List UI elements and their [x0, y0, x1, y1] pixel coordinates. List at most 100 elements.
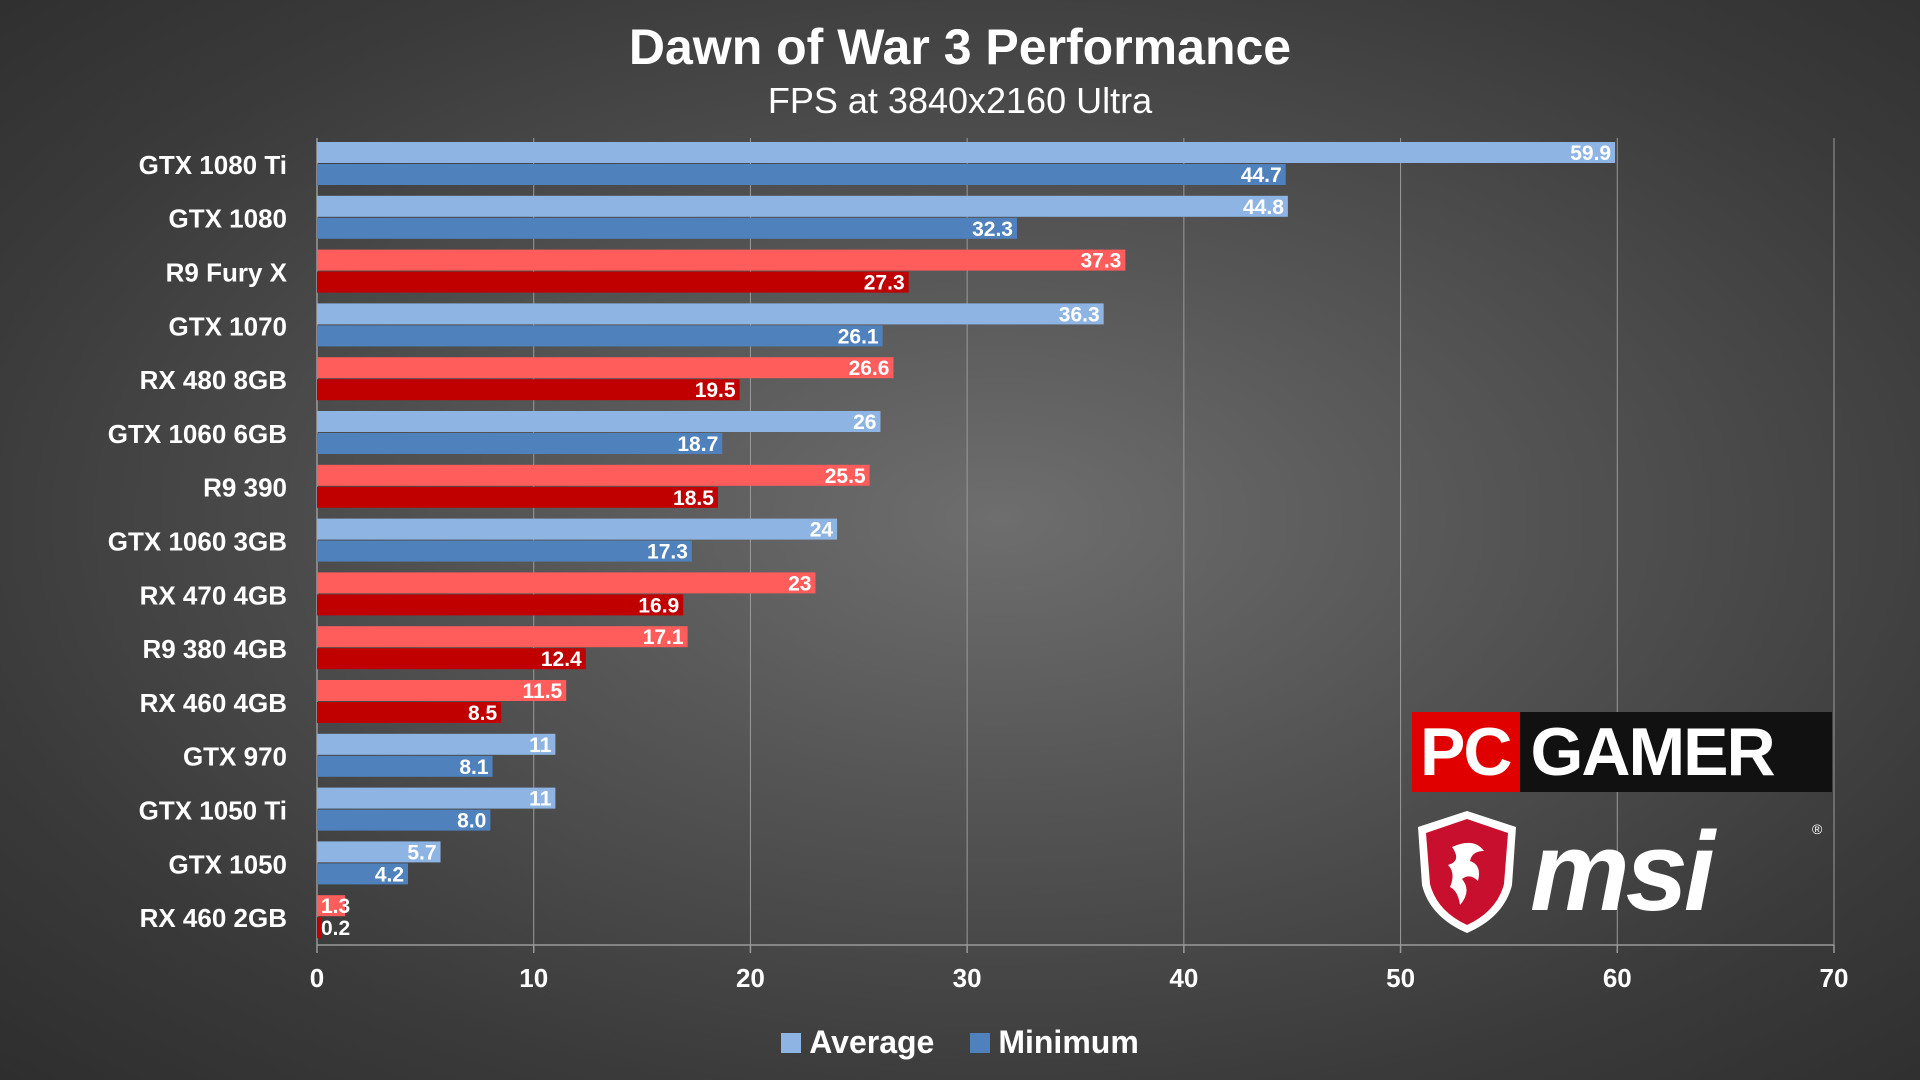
bar-average	[317, 303, 1104, 325]
bar-minimum	[317, 809, 491, 831]
bar-minimum	[317, 540, 692, 562]
category-label: GTX 1070	[168, 311, 287, 341]
x-tick-label: 0	[310, 963, 324, 993]
data-label-minimum: 18.7	[677, 433, 718, 456]
data-label-minimum: 8.1	[459, 756, 489, 779]
bar-minimum	[317, 648, 586, 670]
category-label: GTX 1050	[168, 849, 287, 879]
sponsor-logos: PC GAMER msi ®	[1412, 712, 1834, 942]
data-label-minimum: 44.7	[1241, 164, 1282, 187]
data-label-average: 26	[853, 411, 876, 434]
data-label-average: 23	[788, 572, 811, 595]
legend: Average Minimum	[0, 1024, 1920, 1061]
bar-average	[317, 411, 881, 432]
data-label-minimum: 19.5	[695, 379, 736, 402]
bar-average	[317, 518, 838, 540]
data-label-average: 24	[810, 519, 834, 542]
data-label-minimum: 8.5	[468, 702, 498, 725]
data-label-average: 11	[529, 734, 552, 757]
bar-minimum	[317, 325, 883, 347]
pcgamer-logo-gamer: GAMER	[1530, 714, 1775, 790]
data-label-minimum: 32.3	[972, 218, 1013, 241]
category-label: GTX 1050 Ti	[139, 796, 287, 826]
category-label: RX 460 2GB	[140, 903, 287, 933]
msi-registered-mark: ®	[1812, 821, 1823, 837]
bar-average	[317, 142, 1616, 163]
category-label: GTX 1080	[168, 204, 287, 234]
legend-label-minimum: Minimum	[998, 1024, 1139, 1060]
category-label: RX 480 8GB	[140, 365, 287, 395]
category-label: R9 390	[203, 473, 287, 503]
data-label-average: 1.3	[321, 895, 350, 918]
data-label-minimum: 27.3	[864, 272, 905, 295]
bar-minimum	[317, 379, 740, 401]
bar-average	[317, 733, 556, 755]
data-label-minimum: 26.1	[838, 325, 879, 348]
x-tick-label: 20	[736, 963, 765, 993]
data-label-minimum: 8.0	[457, 810, 486, 833]
legend-item-average: Average	[781, 1024, 934, 1061]
bar-average	[317, 195, 1288, 217]
data-label-average: 11.5	[523, 680, 563, 703]
bar-minimum	[317, 755, 493, 777]
category-label: GTX 1080 Ti	[139, 150, 287, 180]
data-label-average: 11	[529, 788, 552, 811]
x-tick-label: 30	[953, 963, 982, 993]
category-label: R9 Fury X	[166, 258, 288, 288]
bar-minimum	[317, 594, 684, 616]
x-tick-label: 50	[1386, 963, 1415, 993]
category-label: GTX 970	[183, 742, 287, 772]
data-label-average: 17.1	[643, 626, 684, 649]
legend-label-average: Average	[809, 1024, 935, 1060]
bar-minimum	[317, 702, 502, 723]
bar-average	[317, 680, 567, 701]
msi-logo-text: msi	[1530, 809, 1715, 934]
data-label-average: 5.7	[407, 841, 436, 864]
dragon-shield-icon	[1418, 811, 1516, 933]
labels: 0 10 20 30 40 50 60 70 GTX 1080 Ti 59.9 44.7 GTX 10…	[108, 142, 1849, 993]
bar-average	[317, 841, 441, 863]
category-label: GTX 1060 6GB	[108, 419, 287, 449]
data-label-average: 36.3	[1059, 303, 1100, 326]
bar-minimum	[317, 433, 723, 454]
category-label: R9 380 4GB	[142, 634, 287, 664]
category-label: GTX 1060 3GB	[108, 527, 287, 557]
bar-average	[317, 626, 688, 648]
category-label: RX 460 4GB	[140, 688, 287, 718]
legend-item-minimum: Minimum	[970, 1024, 1139, 1061]
data-label-minimum: 4.2	[375, 863, 404, 886]
bar-minimum	[317, 917, 322, 939]
bar-average	[317, 572, 816, 594]
data-label-average: 26.6	[849, 357, 890, 380]
data-label-average: 37.3	[1080, 250, 1121, 273]
bar-average	[317, 787, 556, 809]
data-label-average: 59.9	[1570, 142, 1611, 165]
bar-average	[317, 357, 894, 379]
bar-average	[317, 464, 870, 486]
data-label-minimum: 12.4	[541, 648, 582, 671]
x-tick-label: 10	[519, 963, 548, 993]
data-label-average: 25.5	[825, 465, 866, 488]
pcgamer-logo: PC GAMER	[1412, 712, 1832, 792]
x-tick-label: 60	[1603, 963, 1632, 993]
chart-subtitle: FPS at 3840x2160 Ultra	[767, 80, 1153, 121]
bar-minimum	[317, 217, 1017, 239]
data-label-minimum: 18.5	[673, 487, 714, 510]
bar-average	[317, 249, 1126, 271]
legend-swatch-minimum	[970, 1032, 991, 1053]
pcgamer-logo-pc: PC	[1412, 712, 1521, 792]
chart-title: Dawn of War 3 Performance	[628, 19, 1292, 75]
x-tick-label: 40	[1169, 963, 1198, 993]
bar-minimum	[317, 486, 718, 508]
data-label-minimum: 17.3	[647, 541, 688, 564]
bar-minimum	[317, 863, 409, 885]
bar-minimum	[317, 271, 909, 293]
x-tick-label: 70	[1820, 963, 1849, 993]
data-label-minimum: 16.9	[638, 594, 679, 617]
msi-logo: msi ®	[1412, 807, 1834, 942]
legend-swatch-average	[781, 1032, 802, 1053]
data-label-average: 44.8	[1243, 196, 1284, 219]
bar-minimum	[317, 164, 1286, 185]
data-label-minimum: 0.2	[321, 917, 350, 940]
